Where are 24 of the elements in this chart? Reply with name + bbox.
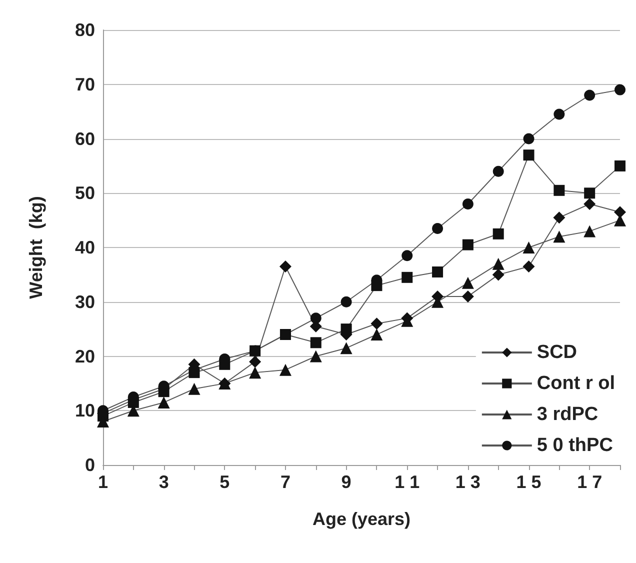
x-tick-label: 1	[98, 472, 108, 492]
legend-label: 5 0 thPC	[536, 435, 614, 456]
y-tick-label: 10	[74, 400, 95, 421]
x-tick-label: 1 3	[455, 472, 480, 492]
y-tick-label: 60	[74, 128, 95, 149]
x-tick-label: 7	[280, 472, 290, 492]
legend-label: Cont r ol	[536, 373, 616, 394]
x-tick-label: 1 7	[577, 472, 602, 492]
y-tick-label: 50	[74, 183, 95, 204]
y-tick-label: 0	[84, 455, 95, 475]
legend-label: SCD	[536, 342, 578, 363]
y-tick-label: 20	[74, 346, 95, 366]
y-tick-label: 70	[74, 74, 95, 94]
legend-label: 3 rdPC	[536, 404, 598, 425]
x-tick-label: 9	[341, 472, 352, 492]
x-tick-label: 5	[220, 472, 230, 492]
x-axis-title: Age (years)	[312, 509, 411, 529]
x-tick-label: 1 5	[516, 472, 542, 492]
x-tick-label: 3	[158, 472, 169, 492]
y-tick-label: 80	[74, 20, 95, 40]
y-tick-label: 30	[74, 292, 95, 312]
x-tick-label: 1 1	[394, 472, 420, 492]
y-tick-label: 40	[74, 238, 95, 258]
y-axis-title: Weight (kg)	[26, 196, 46, 299]
